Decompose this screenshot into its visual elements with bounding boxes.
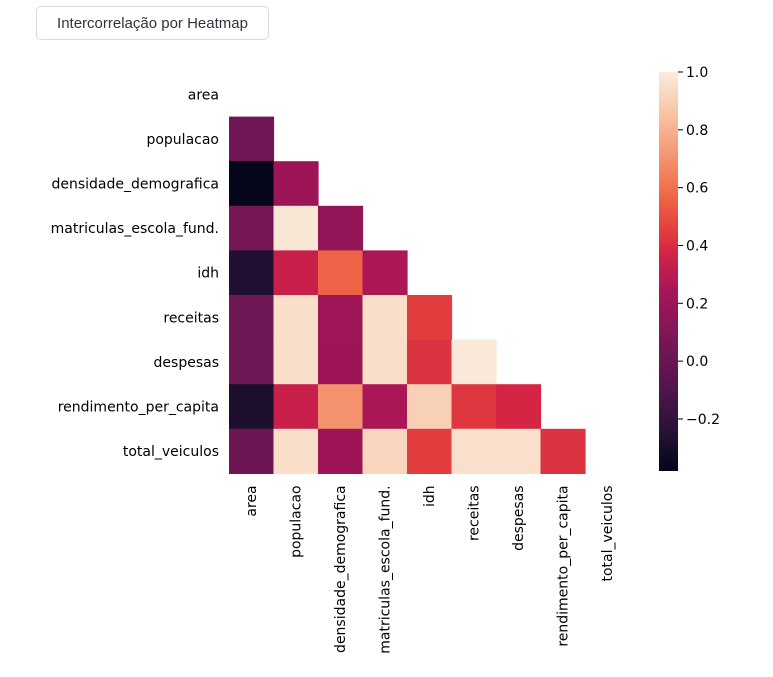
colorbar-tick-label: −0.2 — [686, 412, 720, 428]
heatmap-cell — [273, 295, 319, 341]
row-label: matriculas_escola_fund. — [51, 221, 219, 237]
heatmap-cell — [229, 250, 275, 296]
column-label: despesas — [511, 485, 527, 550]
heatmap-cell — [273, 250, 319, 296]
heatmap-cell — [229, 161, 275, 207]
row-label: area — [188, 87, 219, 103]
heatmap-cell — [451, 339, 497, 385]
heatmap-cell — [407, 384, 453, 430]
heatmap-cell — [229, 116, 275, 162]
column-label: matriculas_escola_fund. — [378, 485, 394, 653]
row-labels: area populacao densidade_demograficamatric… — [51, 87, 219, 460]
heatmap-cell — [273, 428, 319, 474]
heatmap-cell — [229, 428, 275, 474]
heatmap-cell — [229, 384, 275, 430]
heatmap-cell — [496, 384, 542, 430]
column-label: idh — [422, 485, 438, 507]
heatmap-cell — [362, 295, 408, 341]
heatmap-cell — [318, 428, 364, 474]
heatmap-cell — [451, 384, 497, 430]
row-label: populacao — [146, 132, 219, 148]
heatmap-cell — [229, 339, 275, 385]
colorbar-tick-label: 0.6 — [686, 181, 708, 197]
colorbar-gradient — [659, 72, 678, 471]
heatmap-cell — [451, 428, 497, 474]
column-label: area — [244, 485, 260, 516]
colorbar-tick-label: 1.0 — [686, 65, 708, 81]
column-label: rendimento_per_capita — [556, 485, 572, 646]
heatmap-cell — [540, 428, 586, 474]
column-label: densidade_demografica — [333, 485, 349, 653]
heatmap-cells — [229, 116, 586, 474]
row-label: total_veiculos — [123, 444, 219, 460]
heatmap-cell — [273, 384, 319, 430]
heatmap-cell — [362, 384, 408, 430]
column-label: receitas — [467, 485, 483, 541]
intercorrelation-heatmap-button[interactable]: Intercorrelação por Heatmap — [36, 6, 269, 40]
row-label: receitas — [163, 310, 219, 326]
heatmap-cell — [362, 339, 408, 385]
column-label: populacao — [289, 485, 305, 558]
row-label: rendimento_per_capita — [58, 400, 219, 416]
heatmap-cell — [229, 295, 275, 341]
heatmap-cell — [273, 161, 319, 207]
heatmap-cell — [229, 205, 275, 251]
colorbar-tick-label: 0.4 — [686, 238, 708, 254]
heatmap-cell — [362, 250, 408, 296]
heatmap-cell — [318, 384, 364, 430]
colorbar-tick-label: 0.0 — [686, 354, 708, 370]
colorbar-tick-label: 0.2 — [686, 296, 708, 312]
heatmap-cell — [496, 428, 542, 474]
row-label: despesas — [154, 355, 219, 371]
heatmap-cell — [273, 339, 319, 385]
heatmap-cell — [407, 295, 453, 341]
colorbar: 1.0 0.8 0.6 0.4 0.2 0.0 −0.2 — [659, 65, 720, 471]
heatmap-cell — [318, 250, 364, 296]
colorbar-tick-label: 0.8 — [686, 123, 708, 139]
column-label: total_veiculos — [600, 485, 616, 581]
row-label: densidade_demografica — [51, 177, 219, 193]
heatmap-cell — [318, 295, 364, 341]
heatmap-cell — [318, 205, 364, 251]
heatmap-cell — [362, 428, 408, 474]
heatmap-cell — [407, 339, 453, 385]
heatmap-cell — [407, 428, 453, 474]
column-labels: area populacao densidade_demografica matric… — [244, 485, 616, 653]
heatmap-cell — [318, 339, 364, 385]
row-label: idh — [197, 266, 219, 282]
heatmap-cell — [273, 205, 319, 251]
